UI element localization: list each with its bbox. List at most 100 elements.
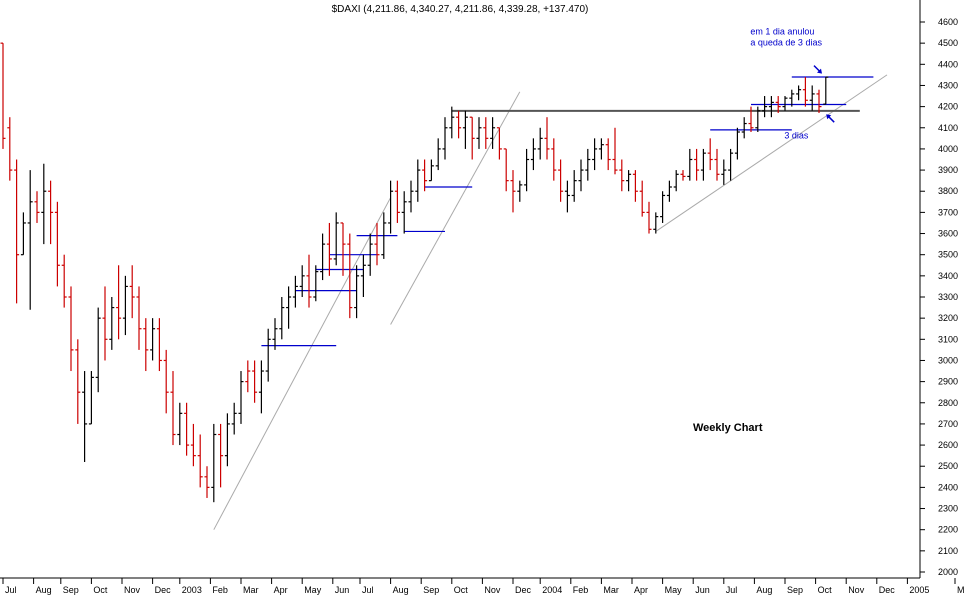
ohlc-bar [408,180,414,213]
ohlc-bar [802,77,808,107]
y-tick-label: 2800 [938,398,958,408]
ohlc-bar [768,96,774,118]
ohlc-bar [796,85,802,101]
ohlc-bar [197,434,203,488]
y-tick-label: 3400 [938,271,958,281]
ohlc-bar [360,254,366,297]
price-bars [0,42,829,503]
y-tick-label: 2700 [938,419,958,429]
ohlc-bar [333,212,339,266]
ohlc-bar [816,89,822,113]
ohlc-bar [496,127,502,160]
x-tick-label: May [665,585,683,595]
trend-line [390,91,521,325]
ohlc-bar [401,191,407,234]
ohlc-bar [272,318,278,350]
x-tick-label: Sep [63,585,79,595]
y-tick-label: 4200 [938,102,958,112]
ohlc-bar [129,265,135,319]
y-tick-label: 3600 [938,229,958,239]
ohlc-bar [483,117,489,149]
trend-line [655,74,888,232]
ohlc-bar [354,265,360,319]
y-tick-label: 3100 [938,334,958,344]
y-tick-label: 4300 [938,80,958,90]
y-tick-label: 3500 [938,250,958,260]
x-axis-ticks: Jul Aug Sep Oct Nov Dec 2003 Feb Mar Apr May Jun Jul… [2,578,964,595]
x-tick-label: Oct [818,585,833,595]
ohlc-bar [775,96,781,113]
ohlc-bar [150,318,156,361]
ohlc-bar [245,360,251,393]
ohlc-bar [666,180,672,202]
ohlc-bar [639,180,645,217]
ohlc-bar [694,148,700,181]
x-tick-label: Oct [93,585,108,595]
ohlc-bar [41,163,47,245]
ohlc-bar [490,117,496,149]
ohlc-bar [558,159,564,202]
x-tick-label: Oct [454,585,469,595]
x-tick-label: Dec [515,585,532,595]
ohlc-bar [598,138,604,160]
ohlc-bar [48,180,54,245]
x-tick-label: Jul [5,585,17,595]
x-tick-label: Nov [124,585,141,595]
ohlc-bar [428,159,434,182]
ohlc-bar [184,402,190,456]
ohlc-bar [61,254,67,308]
ohlc-bar [646,201,652,234]
ohlc-bar [109,297,115,350]
ohlc-bar [571,170,577,202]
x-tick-label: Apr [274,585,288,595]
x-tick-label: Jun [695,585,710,595]
x-tick-label: Sep [787,585,803,595]
annotation-text: a queda de 3 dias [750,37,822,47]
ohlc-bar [564,180,570,213]
ohlc-bar [592,138,598,171]
annotation-arrows [813,65,835,123]
x-tick-label: Nov [484,585,501,595]
y-tick-label: 4100 [938,123,958,133]
ohlc-bar [286,286,292,329]
x-tick-label: Aug [36,585,52,595]
ohlc-bar [394,180,400,223]
x-tick-label: Nov [848,585,865,595]
ohlc-bar [462,110,468,149]
ohlc-bar [762,96,768,118]
ohlc-bar [605,138,611,171]
ohlc-bar [388,180,394,234]
ohlc-bar [231,402,237,435]
ohlc-bar [163,349,169,414]
ohlc-bar [238,371,244,424]
x-tick-label: Aug [756,585,772,595]
ohlc-bar [707,138,713,171]
ohlc-bar [82,371,88,462]
arrow-down-icon [813,65,822,74]
ohlc-bar [102,286,108,361]
x-tick-label: Jul [362,585,374,595]
ohlc-bar [374,222,380,266]
ohlc-bar [218,423,224,488]
ohlc-bar [530,138,536,171]
y-tick-label: 2300 [938,504,958,514]
ohlc-bar [306,254,312,308]
ohlc-bar [517,180,523,202]
x-tick-label: 2004 [542,585,562,595]
ohlc-bar [537,127,543,160]
ohlc-bar [544,117,550,160]
ohlc-bar [204,466,210,498]
ohlc-bar [116,265,122,340]
x-tick-label: Dec [879,585,896,595]
y-tick-label: 3300 [938,292,958,302]
y-tick-label: 3200 [938,313,958,323]
ohlc-bar [714,148,720,181]
ohlc-bar [88,371,94,425]
ohlc-bar [20,212,26,256]
x-tick-label: Dec [155,585,172,595]
x-tick-label: May [304,585,322,595]
ohlc-bar [734,127,740,160]
ohlc-bar [680,170,686,181]
